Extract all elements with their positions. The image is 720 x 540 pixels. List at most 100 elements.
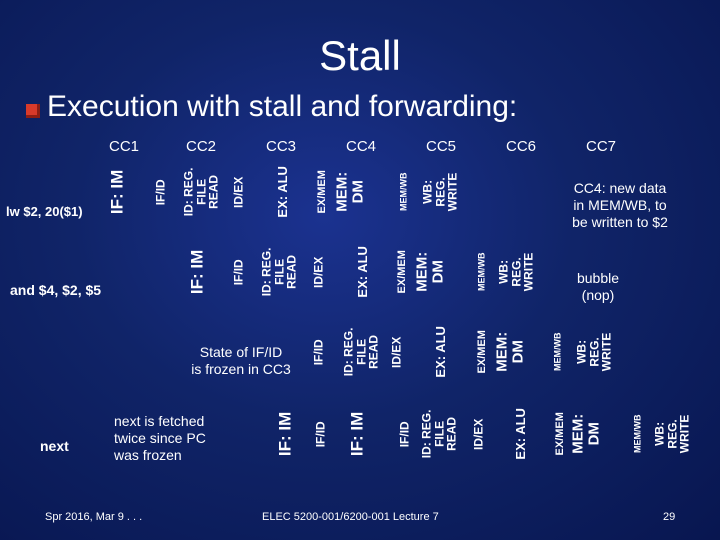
stage-idex-cell: ID/EX xyxy=(468,384,490,484)
stage-id-line: READ xyxy=(284,254,299,290)
stage-wb-cell: WB: REG. WRITE xyxy=(652,384,692,484)
instr-next-label: next xyxy=(40,438,69,454)
stage-wb-cell: WB: REG. WRITE xyxy=(420,146,460,238)
stage-ex-label: EX: ALU xyxy=(355,246,371,298)
stage-mem-line: MEM: xyxy=(493,332,511,372)
footer-course: ELEC 5200-001/6200-001 Lecture 7 xyxy=(262,511,439,523)
fetched-note-line-3: was frozen xyxy=(114,447,182,463)
stage-id-line: FILE xyxy=(271,259,286,286)
stage-ifid-label: IF/ID xyxy=(397,421,412,447)
cc4-note-line-3: be written to $2 xyxy=(572,214,668,230)
stage-ex-cell: EX: ALU xyxy=(506,384,536,484)
stage-id-line: ID: REG. xyxy=(181,167,196,217)
cc2-label: CC2 xyxy=(186,138,217,155)
stage-ifid-label: IF/ID xyxy=(153,179,168,205)
bubble-note-line-1: bubble xyxy=(576,270,620,286)
stage-mem-line: DM xyxy=(585,422,602,446)
stage-id-cell: ID: REG. FILE READ xyxy=(416,384,462,484)
slide-title: Stall xyxy=(319,32,401,79)
stage-memwb-label: MEM/WB xyxy=(632,414,643,454)
stage-wb-label: WB: REG. WRITE xyxy=(574,333,613,372)
cc4-label: CC4 xyxy=(346,138,377,155)
stage-id-line: READ xyxy=(366,334,381,370)
stage-ex-label: EX: ALU xyxy=(513,408,529,460)
stage-id-cell: ID: REG. FILE READ xyxy=(256,226,302,318)
cc1-label: CC1 xyxy=(109,138,140,155)
stage-mem-line: DM xyxy=(429,260,446,284)
stage-if-cell: IF: IM xyxy=(342,384,372,484)
stage-memwb-cell: MEM/WB xyxy=(472,226,492,318)
stage-id-label: ID: REG. FILE READ xyxy=(341,327,381,377)
stage-id-line: READ xyxy=(206,174,221,210)
stage-mem-label: MEM: DM xyxy=(493,332,526,372)
stage-memwb-label: MEM/WB xyxy=(398,172,409,212)
stage-wb-line: REG. xyxy=(432,177,447,207)
stage-exmem-cell: EX/MEM xyxy=(392,226,414,318)
stage-ifid-label: IF/ID xyxy=(231,259,246,285)
stage-wb-label: WB: REG. WRITE xyxy=(420,173,459,212)
stage-wb-label: WB: REG. WRITE xyxy=(496,252,536,292)
stage-id-line: ID: REG. xyxy=(341,327,356,377)
stage-id-line: ID: REG. xyxy=(259,247,274,297)
stage-wb-line: WB: xyxy=(574,340,589,365)
stage-exmem-label: EX/MEM xyxy=(554,412,567,456)
stage-ex-label: EX: ALU xyxy=(275,166,291,218)
stage-ifid-cell: IF/ID xyxy=(394,384,416,484)
stage-if-label: IF: IM xyxy=(347,411,367,457)
stage-idex-label: ID/EX xyxy=(231,176,246,208)
stage-memwb-cell: MEM/WB xyxy=(394,146,414,238)
stage-ifid-cell: IF/ID xyxy=(228,226,250,318)
stage-ifid-cell: IF/ID xyxy=(310,384,332,484)
bubble-note-line-2: (nop) xyxy=(581,287,615,303)
stage-ex-label: EX: ALU xyxy=(433,326,449,378)
frozen-note-line-1: State of IF/ID xyxy=(199,344,283,360)
stage-wb-line: WRITE xyxy=(677,414,692,454)
stage-mem-label: MEM: DM xyxy=(333,172,366,212)
stage-wb-line: WRITE xyxy=(521,252,536,292)
stage-if-label: IF: IM xyxy=(275,411,295,457)
instr-lw-label: lw $2, 20($1) xyxy=(6,204,83,219)
fetched-note-line-1: next is fetched xyxy=(114,413,205,429)
stage-ifid-label: IF/ID xyxy=(313,421,328,447)
stage-id-line: FILE xyxy=(431,421,446,448)
fetched-note-line-2: twice since PC xyxy=(114,430,206,446)
stage-idex-label: ID/EX xyxy=(471,418,486,450)
frozen-note-line-2: is frozen in CC3 xyxy=(191,361,291,377)
footer-date: Spr 2016, Mar 9 . . . xyxy=(45,511,143,523)
stage-mem-label: MEM: DM xyxy=(569,414,602,454)
stage-if-label: IF: IM xyxy=(187,249,207,295)
stage-ex-cell: EX: ALU xyxy=(348,226,378,318)
stage-wb-line: WB: xyxy=(420,180,435,205)
stage-id-label: ID: REG. FILE READ xyxy=(259,247,299,297)
stage-id-cell: ID: REG. FILE READ xyxy=(178,146,224,238)
bullet-icon xyxy=(26,104,40,118)
cc4-note-line-2: in MEM/WB, to xyxy=(573,197,667,213)
cc6-label: CC6 xyxy=(506,138,537,155)
stage-mem-cell: MEM: DM xyxy=(568,384,604,484)
stage-wb-line: REG. xyxy=(508,257,523,287)
stage-id-line: FILE xyxy=(193,179,208,206)
instr-and-label: and $4, $2, $5 xyxy=(10,282,102,298)
stage-exmem-label: EX/MEM xyxy=(316,170,329,214)
page-number: 29 xyxy=(663,511,676,523)
stage-mem-label: MEM: DM xyxy=(413,252,446,292)
stage-exmem-label: EX/MEM xyxy=(396,250,409,294)
stage-memwb-label: MEM/WB xyxy=(476,252,487,292)
stage-idex-label: ID/EX xyxy=(389,336,404,368)
stage-mem-line: MEM: xyxy=(569,414,587,454)
cc5-label: CC5 xyxy=(426,138,457,155)
stage-idex-cell: ID/EX xyxy=(228,146,250,238)
stage-if-label: IF: IM xyxy=(107,169,127,215)
stage-exmem-label: EX/MEM xyxy=(476,330,489,374)
stage-mem-line: DM xyxy=(349,180,366,204)
stage-if-cell: IF: IM xyxy=(270,384,300,484)
stage-exmem-cell: EX/MEM xyxy=(312,146,334,238)
stage-mem-line: MEM: xyxy=(333,172,351,212)
stage-id-label: ID: REG. FILE READ xyxy=(181,167,221,217)
stage-if-cell: IF: IM xyxy=(182,226,212,318)
cc7-label: CC7 xyxy=(586,138,617,155)
stage-mem-cell: MEM: DM xyxy=(332,146,368,238)
stage-mem-line: DM xyxy=(509,340,526,364)
stage-wb-line: REG. xyxy=(664,419,679,449)
